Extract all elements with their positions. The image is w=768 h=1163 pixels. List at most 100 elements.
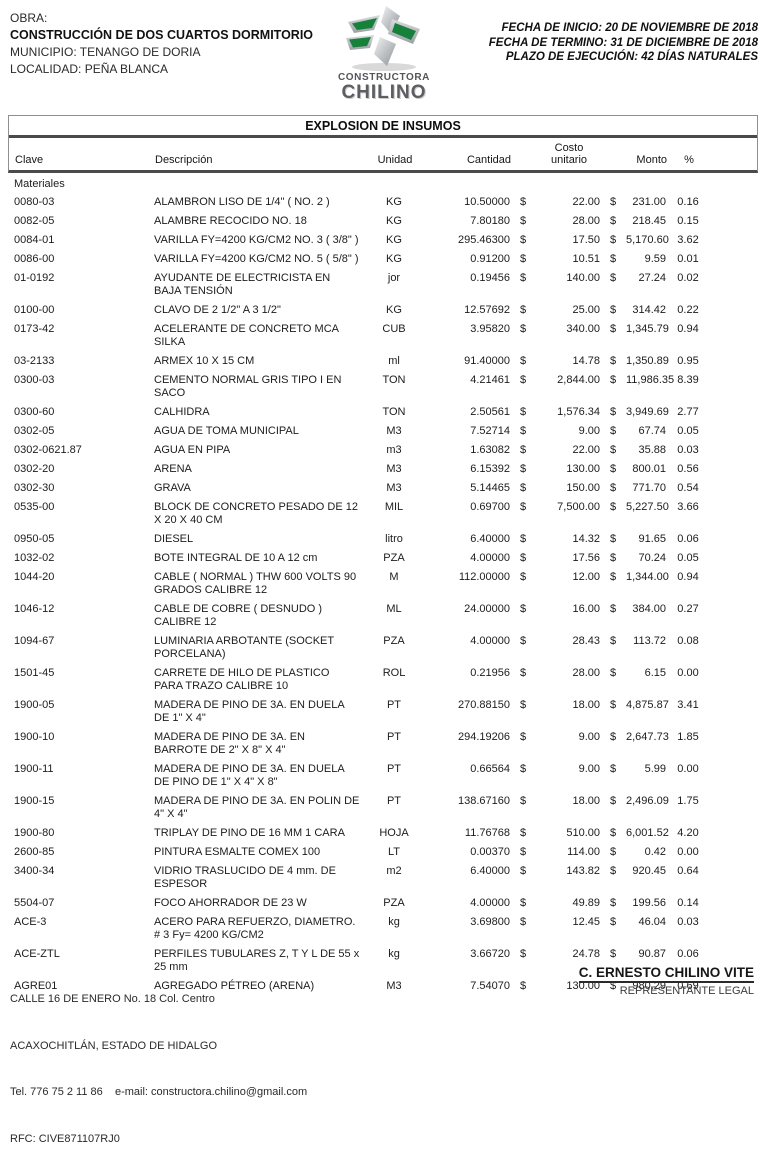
cell-pct: 1.75 <box>677 795 699 807</box>
table-row: 0950-05 DIESEL litro 6.40000 $14.32 $91.65 0.0… <box>8 527 758 546</box>
cell-clave: 1032-02 <box>14 552 55 564</box>
table-row: 0300-03 CEMENTO NORMAL GRIS TIPO I EN SAC… <box>8 368 758 400</box>
cell-clave: 0302-05 <box>14 425 55 437</box>
address-line2: ACAXOCHITLÁN, ESTADO DE HIDALGO <box>10 1039 218 1052</box>
cell-unidad: kg <box>388 916 400 928</box>
cell-descripcion: ACERO PARA REFUERZO, DIAMETRO. # 3 Fy= 4… <box>154 916 356 941</box>
cell-descripcion: PERFILES TUBULARES Z, T Y L DE 55 x 25 m… <box>154 948 360 973</box>
currency-symbol: $ <box>519 667 527 679</box>
currency-symbol: $ <box>519 196 527 208</box>
cell-unidad: M3 <box>386 425 402 437</box>
cell-unidad: PZA <box>383 897 405 909</box>
cell-descripcion: AGREGADO PÉTREO (ARENA) <box>154 980 315 992</box>
cell-cantidad: 4.00000 <box>470 897 510 909</box>
cell-pct: 0.00 <box>677 846 699 858</box>
cell-descripcion: VIDRIO TRASLUCIDO DE 4 mm. DE ESPESOR <box>154 865 336 890</box>
cell-monto: 980.29 <box>632 980 666 992</box>
cell-costo-unitario: 12.45 <box>572 916 600 928</box>
cell-unidad: M <box>389 571 399 583</box>
cell-monto: 46.04 <box>638 916 666 928</box>
table-row: 1501-45 CARRETE DE HILO DE PLASTICO PARA … <box>8 661 758 693</box>
table-title: EXPLOSION DE INSUMOS <box>9 116 757 138</box>
cell-unidad: PT <box>386 731 402 743</box>
currency-symbol: $ <box>609 667 617 679</box>
currency-symbol: $ <box>519 355 527 367</box>
cell-pct: 2.77 <box>677 406 699 418</box>
table-row: 0535-00 BLOCK DE CONCRETO PESADO DE 12 X … <box>8 495 758 527</box>
cell-monto: 231.00 <box>632 196 666 208</box>
table-rows: 0080-03 ALAMBRON LISO DE 1/4" ( NO. 2 ) KG… <box>8 190 758 993</box>
currency-symbol: $ <box>519 272 527 284</box>
cell-clave: 5504-07 <box>14 897 55 909</box>
cell-monto: 5,227.50 <box>626 501 669 513</box>
currency-symbol: $ <box>609 272 617 284</box>
cell-pct: 3.66 <box>677 501 699 513</box>
cell-costo-unitario: 130.00 <box>566 463 600 475</box>
cell-descripcion: AGUA DE TOMA MUNICIPAL <box>154 425 299 437</box>
cell-clave: 01-0192 <box>14 272 55 284</box>
cell-costo-unitario: 25.00 <box>572 304 600 316</box>
cell-cantidad: 1.63082 <box>470 444 510 456</box>
cell-clave: 1501-45 <box>14 667 55 679</box>
table-row: 1094-67 LUMINARIA ARBOTANTE (SOCKET PORCE… <box>8 629 758 661</box>
currency-symbol: $ <box>609 196 617 208</box>
cell-monto: 1,344.00 <box>626 571 669 583</box>
cell-descripcion: CLAVO DE 2 1/2" A 3 1/2" <box>154 304 281 316</box>
contact-line: Tel. 776 75 2 11 86 e-mail: constructora… <box>10 1086 308 1098</box>
cell-monto: 91.65 <box>638 533 666 545</box>
cell-costo-unitario: 510.00 <box>566 827 600 839</box>
currency-symbol: $ <box>519 603 527 615</box>
currency-symbol: $ <box>519 374 527 386</box>
cell-clave: 1900-05 <box>14 699 55 711</box>
cell-clave: 0300-03 <box>14 374 55 386</box>
cell-unidad: LT <box>387 846 401 858</box>
table-row: ACE-3 ACERO PARA REFUERZO, DIAMETRO. # 3 … <box>8 910 758 942</box>
col-unidad: Unidad <box>377 154 413 166</box>
obra-title: CONSTRUCCIÓN DE DOS CUARTOS DORMITORIO <box>10 28 314 42</box>
currency-symbol: $ <box>519 865 527 877</box>
cell-monto: 6.15 <box>644 667 666 679</box>
cell-descripcion: AGUA EN PIPA <box>154 444 231 456</box>
currency-symbol: $ <box>519 795 527 807</box>
signatory-name: C. ERNESTO CHILINO VITE <box>578 965 754 983</box>
cell-costo-unitario: 28.43 <box>572 635 600 647</box>
currency-symbol: $ <box>609 846 617 858</box>
cell-clave: 1094-67 <box>14 635 55 647</box>
cell-monto: 1,345.79 <box>626 323 669 335</box>
cell-descripcion: FOCO AHORRADOR DE 23 W <box>154 897 307 909</box>
currency-symbol: $ <box>519 948 527 960</box>
cell-descripcion: MADERA DE PINO DE 3A. EN DUELA DE 1" X 4… <box>154 699 345 724</box>
cell-cantidad: 0.91200 <box>470 253 510 265</box>
col-cantidad: Cantidad <box>466 154 511 166</box>
cell-pct: 0.08 <box>677 635 699 647</box>
cell-descripcion: TRIPLAY DE PINO DE 16 MM 1 CARA <box>154 827 345 839</box>
cell-unidad: litro <box>385 533 403 545</box>
cell-cantidad: 7.80180 <box>470 215 510 227</box>
company-logo: CONSTRUCTORA CHILINO <box>322 6 446 103</box>
currency-symbol: $ <box>609 501 617 513</box>
cell-monto: 70.24 <box>638 552 666 564</box>
cell-costo-unitario: 114.00 <box>567 846 600 858</box>
table-row: 0300-60 CALHIDRA TON 2.50561 $1,576.34 $3,949… <box>8 400 758 419</box>
currency-symbol: $ <box>609 603 617 615</box>
currency-symbol: $ <box>609 533 617 545</box>
cell-pct: 0.56 <box>677 463 699 475</box>
col-pct: % <box>684 154 694 166</box>
company-contact: CALLE 16 DE ENERO No. 18 Col. Centro ACA… <box>10 961 307 1163</box>
cell-costo-unitario: 130.00 <box>566 980 600 992</box>
cell-cantidad: 4.21461 <box>470 374 510 386</box>
section-materiales: Materiales <box>14 178 65 190</box>
cell-clave: 0080-03 <box>14 196 55 208</box>
cell-clave: 0302-0621.87 <box>14 444 82 456</box>
cell-cantidad: 6.15392 <box>470 463 510 475</box>
currency-symbol: $ <box>609 795 617 807</box>
cell-unidad: PZA <box>383 635 405 647</box>
table-row: 0173-42 ACELERANTE DE CONCRETO MCA SILKA C… <box>8 317 758 349</box>
cell-costo-unitario: 143.82 <box>566 865 600 877</box>
cell-cantidad: 24.00000 <box>464 603 510 615</box>
cell-costo-unitario: 14.78 <box>572 355 600 367</box>
currency-symbol: $ <box>609 916 617 928</box>
cell-descripcion: ALAMBRON LISO DE 1/4" ( NO. 2 ) <box>154 196 330 208</box>
currency-symbol: $ <box>519 444 527 456</box>
cell-pct: 0.01 <box>677 253 699 265</box>
